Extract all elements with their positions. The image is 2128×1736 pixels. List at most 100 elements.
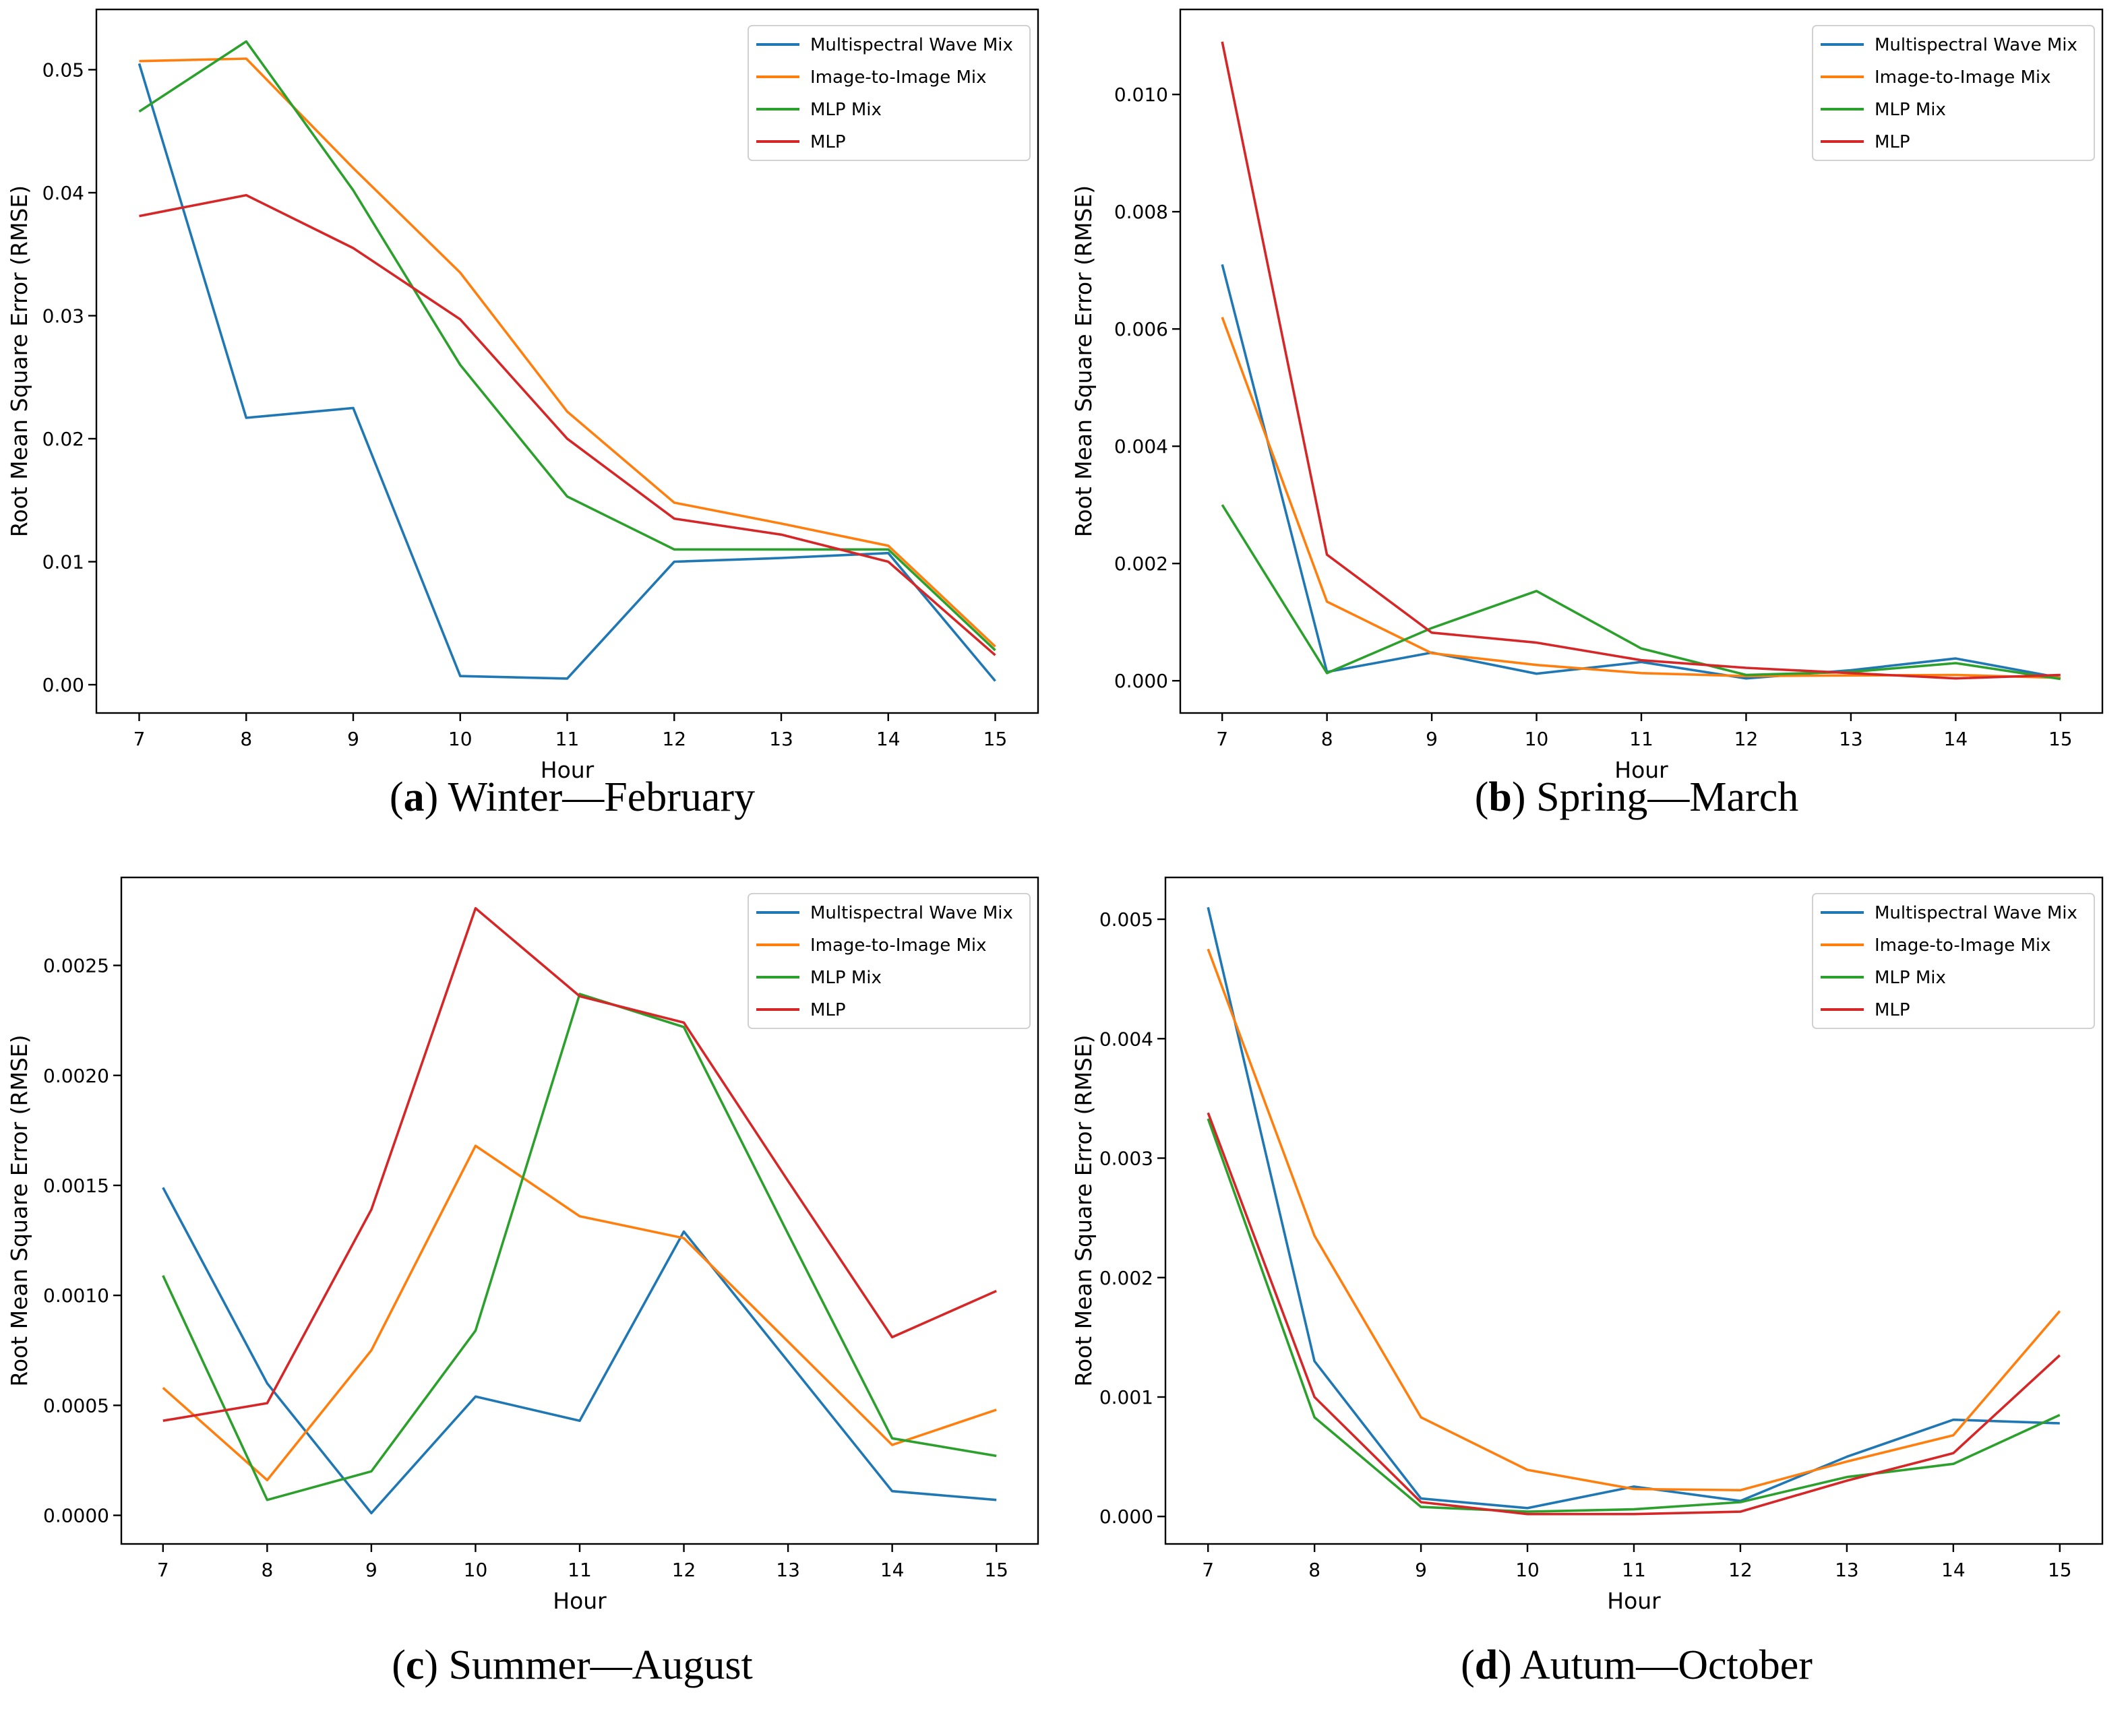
y-tick-label: 0.008 xyxy=(1114,201,1168,223)
x-tick-label: 14 xyxy=(1944,728,1968,750)
legend-label: MLP xyxy=(1875,132,1910,152)
x-axis: 7 8 9 10 11 12 13 14 15 Hour xyxy=(1216,713,2073,783)
x-axis: 7 8 9 10 11 12 13 14 15 Hour xyxy=(1202,1544,2072,1614)
y-axis-label: Root Mean Square Error (RMSE) xyxy=(1070,1034,1097,1386)
x-tick-label: 8 xyxy=(1308,1559,1320,1581)
series-line-image-to-image-mix xyxy=(162,1144,997,1482)
caption-b-open: ( xyxy=(1474,774,1489,820)
series-line-image-to-image-mix xyxy=(139,57,996,648)
caption-d-title: Autum—October xyxy=(1519,1642,1813,1688)
caption-b-title: Spring—March xyxy=(1536,774,1799,820)
x-tick-label: 11 xyxy=(555,728,580,750)
y-axis: 0.000 0.001 0.002 0.003 0.004 0.005 Root Mean … xyxy=(1070,908,1165,1528)
x-axis-label: Hour xyxy=(541,757,595,783)
x-tick-label: 11 xyxy=(1622,1559,1646,1581)
y-axis-label: Root Mean Square Error (RMSE) xyxy=(6,1034,32,1386)
series-lines xyxy=(1221,41,2061,681)
series-line-mlp xyxy=(1207,1112,2061,1516)
x-tick-label: 15 xyxy=(2048,1559,2072,1581)
legend-box xyxy=(1812,893,2095,1029)
y-tick-label: 0.004 xyxy=(1114,435,1168,458)
caption-c-title: Summer—August xyxy=(448,1642,753,1688)
caption-c-letter: c xyxy=(405,1642,425,1688)
y-tick-label: 0.000 xyxy=(1099,1506,1153,1528)
x-tick-label: 9 xyxy=(1415,1559,1427,1581)
series-line-mlp xyxy=(162,906,997,1422)
y-tick-label: 0.002 xyxy=(1114,553,1168,575)
caption-d: (d) Autum—October xyxy=(1105,1642,2128,1723)
legend-label: Image-to-Image Mix xyxy=(810,935,987,956)
x-tick-label: 7 xyxy=(1216,728,1228,750)
caption-d-close: ) xyxy=(1498,1642,1520,1688)
series-lines xyxy=(1207,906,2061,1516)
legend-label: MLP xyxy=(810,1000,846,1020)
x-tick-label: 8 xyxy=(261,1559,273,1581)
y-tick-label: 0.0005 xyxy=(43,1394,109,1417)
y-axis: 0.000 0.002 0.004 0.006 0.008 0.010 Root Mean … xyxy=(1070,84,1180,692)
y-tick-label: 0.001 xyxy=(1099,1386,1153,1408)
caption-c-open: ( xyxy=(392,1642,406,1688)
caption-a-letter: a xyxy=(403,774,425,820)
y-tick-label: 0.006 xyxy=(1114,318,1168,340)
legend-label: MLP Mix xyxy=(810,100,882,120)
series-line-multispectral-wave-mix xyxy=(1207,906,2060,1510)
y-axis-label: Root Mean Square Error (RMSE) xyxy=(1070,185,1097,537)
caption-b: (b) Spring—March xyxy=(1105,774,2128,855)
y-axis-label: Root Mean Square Error (RMSE) xyxy=(6,185,32,537)
legend-label: MLP Mix xyxy=(1875,968,1946,988)
x-tick-label: 12 xyxy=(672,1559,696,1581)
series-line-mlp xyxy=(1221,41,2061,680)
y-tick-label: 0.02 xyxy=(42,428,84,450)
x-tick-label: 10 xyxy=(1515,1559,1540,1581)
caption-a-open: ( xyxy=(389,774,404,820)
y-tick-label: 0.0025 xyxy=(43,955,109,977)
caption-a-close: ) xyxy=(424,774,448,820)
series-line-multispectral-wave-mix xyxy=(138,63,996,682)
legend-box xyxy=(1812,25,2095,161)
x-tick-label: 13 xyxy=(776,1559,800,1581)
legend: Multispectral Wave Mix Image-to-Image Mix… xyxy=(1812,893,2095,1029)
plot-border xyxy=(95,8,1039,714)
y-tick-label: 0.003 xyxy=(1099,1148,1153,1170)
legend-label: Multispectral Wave Mix xyxy=(1875,903,2077,923)
x-tick-label: 14 xyxy=(876,728,901,750)
x-axis-label: Hour xyxy=(1607,1588,1661,1614)
series-line-multispectral-wave-mix xyxy=(1221,264,2061,680)
x-tick-label: 10 xyxy=(1525,728,1549,750)
caption-a-title: Winter—February xyxy=(448,774,756,820)
series-line-mlp-mix xyxy=(1207,1118,2061,1513)
legend: Multispectral Wave Mix Image-to-Image Mix… xyxy=(748,25,1031,161)
x-tick-label: 7 xyxy=(1202,1559,1214,1581)
panel-summer-august: 7 8 9 10 11 12 13 14 15 Hour 0.0000 0.0005 0.0010 0.0… xyxy=(0,868,1064,1736)
y-tick-label: 0.0010 xyxy=(43,1284,109,1307)
legend-box xyxy=(748,893,1031,1029)
legend-label: MLP xyxy=(810,132,846,152)
plot-border xyxy=(1179,8,2104,714)
legend-label: Multispectral Wave Mix xyxy=(810,35,1013,55)
y-tick-label: 0.000 xyxy=(1114,670,1168,692)
x-tick-label: 15 xyxy=(2048,728,2073,750)
panel-autum-october: 7 8 9 10 11 12 13 14 15 Hour 0.000 0.001 0.002 0.003 0… xyxy=(1064,868,2128,1736)
x-tick-label: 12 xyxy=(662,728,686,750)
panel-spring-march: 7 8 9 10 11 12 13 14 15 Hour 0.000 0.002 0.004 0.006 0… xyxy=(1064,0,2128,868)
x-tick-label: 9 xyxy=(347,728,359,750)
x-axis-label: Hour xyxy=(1614,757,1668,783)
caption-c-close: ) xyxy=(424,1642,449,1688)
caption-b-close: ) xyxy=(1511,774,1537,820)
x-tick-label: 8 xyxy=(1321,728,1333,750)
y-tick-label: 0.005 xyxy=(1099,908,1153,931)
legend-label: MLP Mix xyxy=(810,968,882,988)
caption-b-letter: b xyxy=(1488,774,1512,820)
caption-d-open: ( xyxy=(1461,1642,1475,1688)
x-tick-label: 15 xyxy=(983,728,1008,750)
y-tick-label: 0.03 xyxy=(42,305,84,327)
legend-label: Image-to-Image Mix xyxy=(1875,935,2051,956)
y-tick-label: 0.004 xyxy=(1099,1028,1153,1050)
y-tick-label: 0.00 xyxy=(42,674,84,696)
series-line-image-to-image-mix xyxy=(1221,317,2061,679)
x-tick-label: 11 xyxy=(1629,728,1653,750)
plot-border xyxy=(1164,876,2104,1545)
x-tick-label: 7 xyxy=(133,728,146,750)
legend: Multispectral Wave Mix Image-to-Image Mix… xyxy=(748,893,1031,1029)
